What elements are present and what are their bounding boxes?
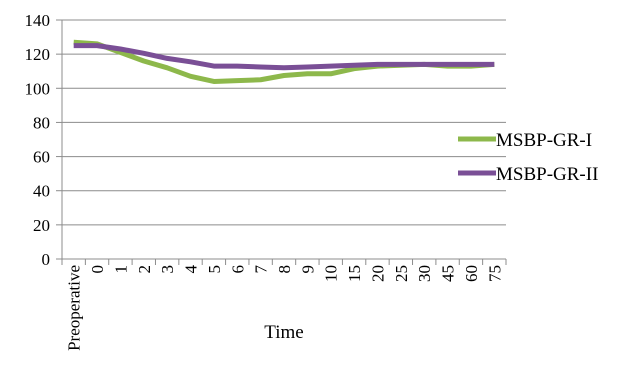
x-axis: Preoperative 0 1 2 3 4 5 6 7 8 9 10 15 20 25 30 45 60 75 xyxy=(61,258,507,351)
x-tick-label: 3 xyxy=(158,265,177,274)
y-tick-label: 40 xyxy=(33,182,50,201)
x-tick-label: 6 xyxy=(228,265,247,274)
x-tick-label: 8 xyxy=(275,265,294,274)
y-tick-label: 20 xyxy=(33,216,50,235)
y-tick-label: 0 xyxy=(42,250,51,269)
x-tick-label: 20 xyxy=(368,265,387,282)
x-tick-label: 10 xyxy=(322,265,341,282)
series-line-1 xyxy=(73,39,495,84)
y-tick-label: 120 xyxy=(25,45,51,64)
legend-label: MSBP-GR-II xyxy=(496,164,598,185)
y-tick-label: 60 xyxy=(33,148,50,167)
y-tick-label: 80 xyxy=(33,113,50,132)
x-tick-label: 1 xyxy=(111,265,130,274)
x-tick-label: 9 xyxy=(298,265,317,274)
legend-label: MSBP-GR-I xyxy=(496,130,592,151)
x-axis-title: Time xyxy=(264,322,303,343)
y-axis: 0 20 40 60 80 100 120 140 xyxy=(25,11,63,269)
x-tick-label: 5 xyxy=(205,265,224,274)
x-tick-label: 30 xyxy=(415,265,434,282)
x-tick-label: 7 xyxy=(252,265,271,274)
x-tick-label: 15 xyxy=(345,265,364,282)
x-tick-label: 25 xyxy=(392,265,411,282)
x-tick-label: 45 xyxy=(439,265,458,282)
y-tick-label: 140 xyxy=(25,11,51,30)
x-tick-label: 4 xyxy=(182,265,201,274)
series-line-2 xyxy=(73,43,495,71)
legend: MSBP-GR-I MSBP-GR-II xyxy=(458,130,598,185)
x-tick-label: 2 xyxy=(135,265,154,274)
x-tick-label: 75 xyxy=(485,265,504,282)
x-tick-label: 0 xyxy=(88,265,107,274)
x-tick-label: Preoperative xyxy=(65,265,84,351)
x-tick-label: 60 xyxy=(462,265,481,282)
y-tick-label: 100 xyxy=(25,79,51,98)
series-lines xyxy=(73,39,495,84)
